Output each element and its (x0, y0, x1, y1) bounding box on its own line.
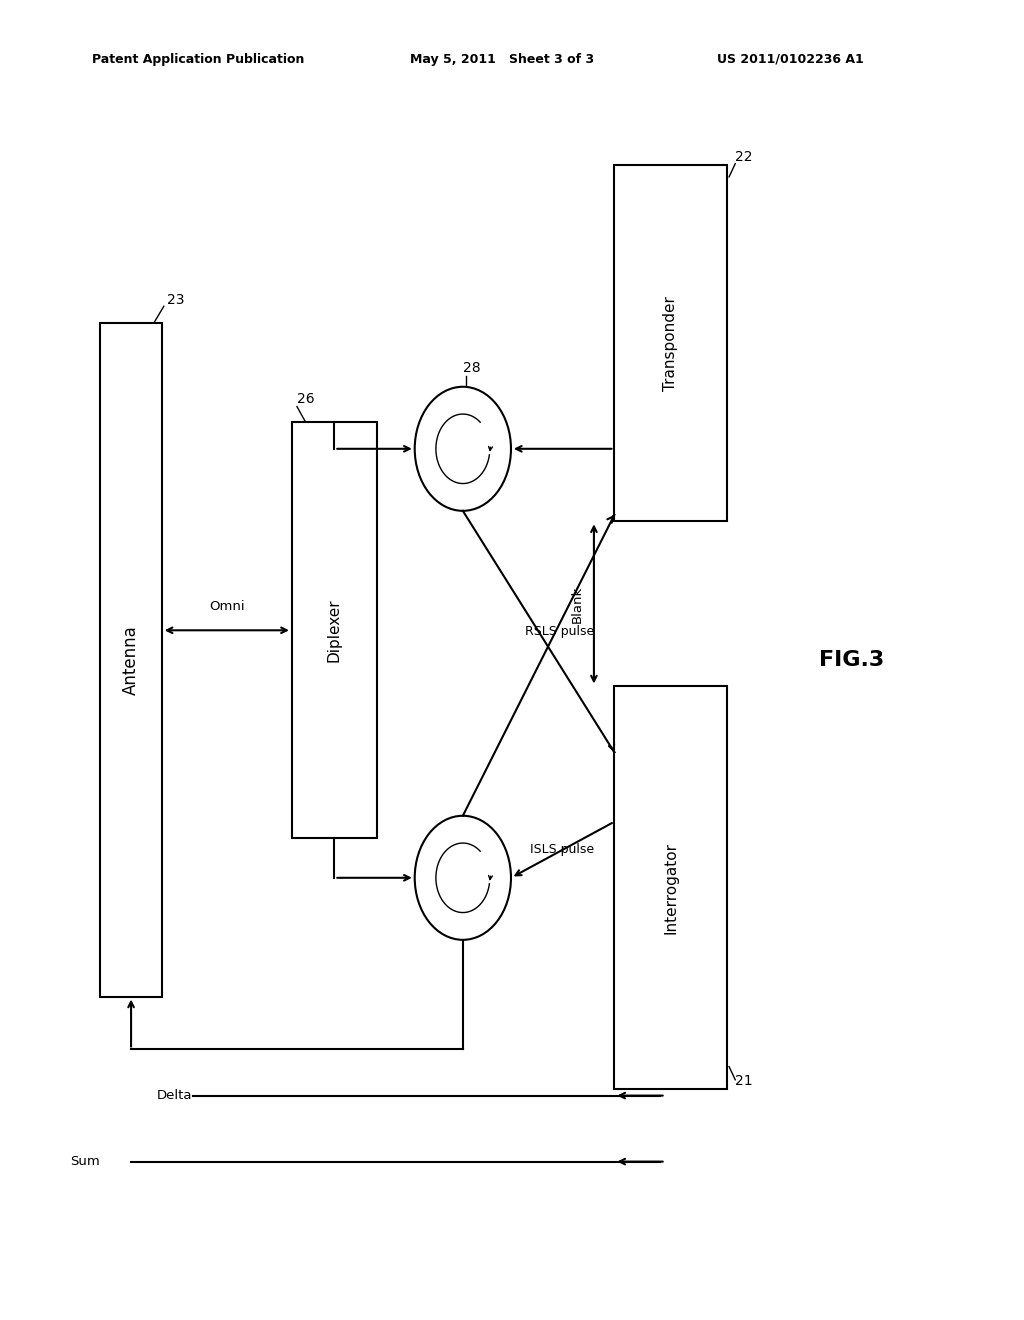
Circle shape (415, 816, 511, 940)
Text: May 5, 2011   Sheet 3 of 3: May 5, 2011 Sheet 3 of 3 (410, 53, 594, 66)
Text: Antenna: Antenna (122, 626, 140, 694)
Text: ISLS pulse: ISLS pulse (529, 843, 594, 857)
Text: FIG.3: FIG.3 (819, 649, 885, 671)
Circle shape (415, 387, 511, 511)
Text: 23: 23 (167, 293, 184, 306)
Text: Interrogator: Interrogator (664, 842, 678, 933)
Bar (292, 422, 377, 838)
Text: Sum: Sum (71, 1155, 100, 1168)
Text: Blank: Blank (570, 585, 584, 623)
Text: 26: 26 (297, 392, 314, 405)
Text: Diplexer: Diplexer (327, 598, 342, 663)
Text: Omni: Omni (209, 601, 245, 612)
Bar (614, 165, 727, 521)
Text: Delta: Delta (157, 1089, 193, 1102)
Text: Patent Application Publication: Patent Application Publication (92, 53, 304, 66)
Text: RSLS pulse: RSLS pulse (524, 626, 594, 638)
Text: US 2011/0102236 A1: US 2011/0102236 A1 (717, 53, 863, 66)
Text: 21: 21 (735, 1074, 753, 1088)
Text: 22: 22 (735, 150, 753, 164)
Text: 28: 28 (463, 362, 480, 375)
Bar (100, 323, 162, 997)
Text: Transponder: Transponder (664, 296, 678, 391)
Text: 27: 27 (451, 919, 468, 932)
Bar (614, 686, 727, 1089)
